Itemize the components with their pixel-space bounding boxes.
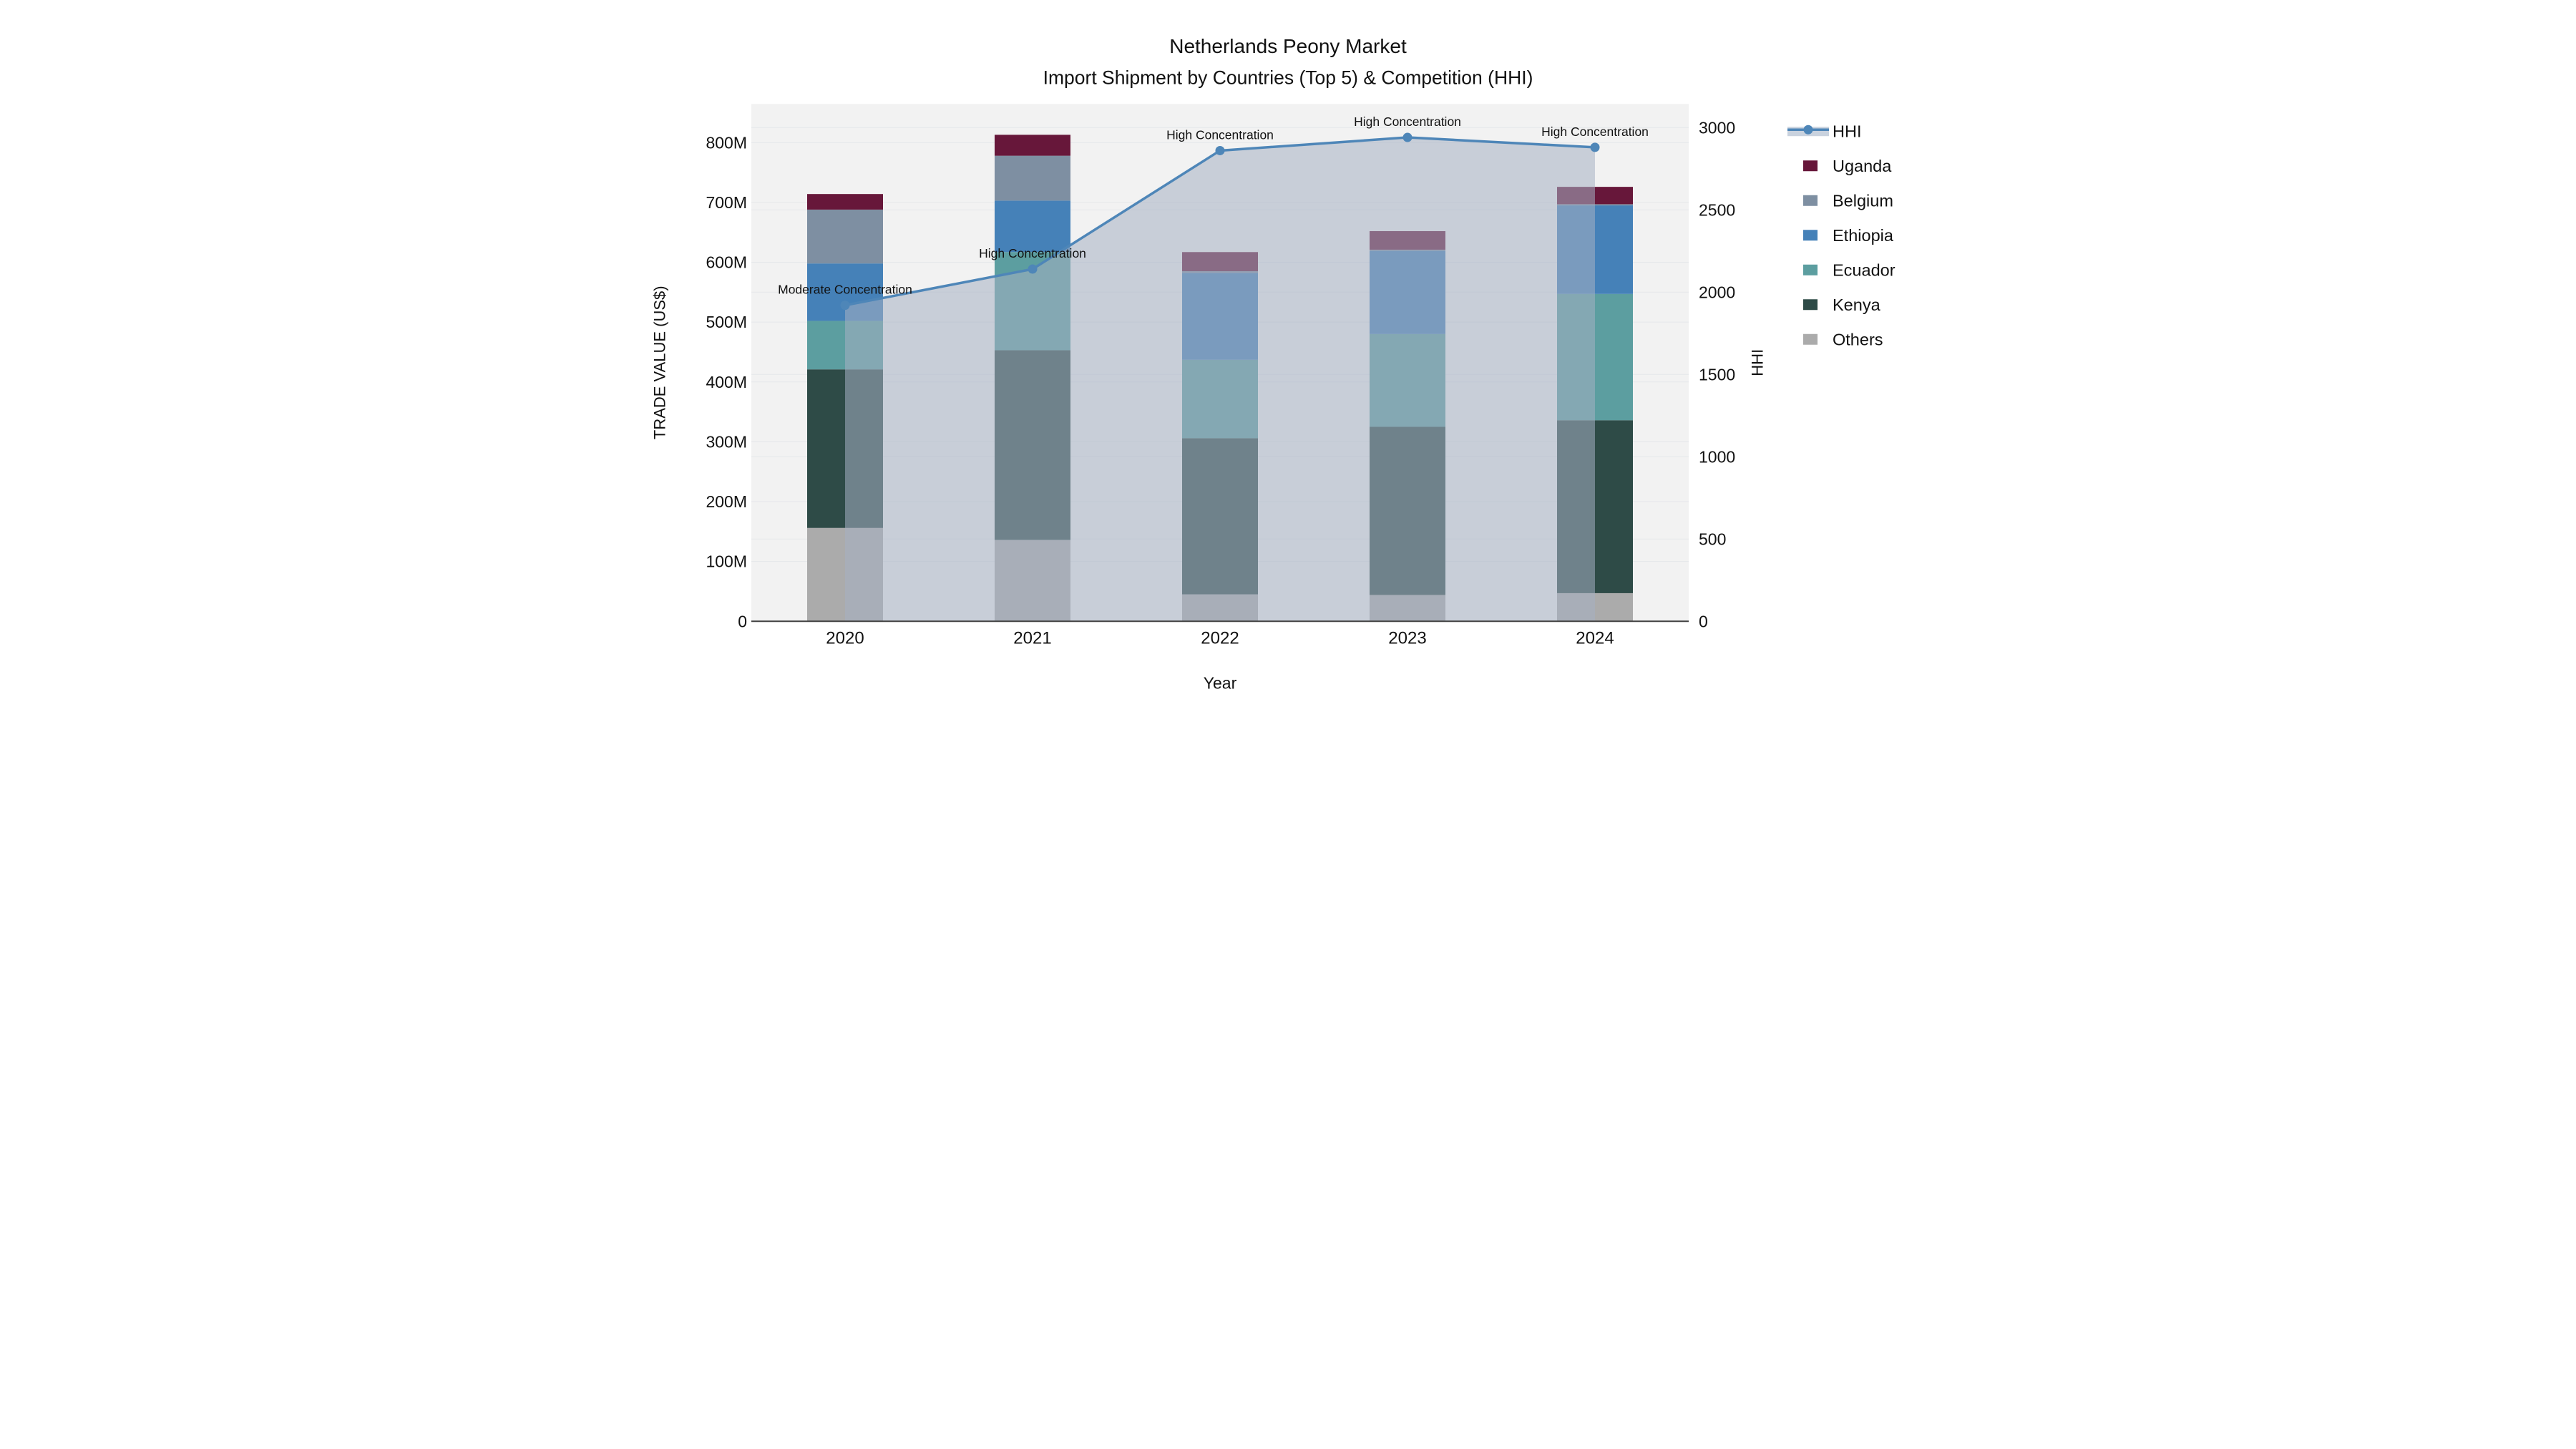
y-right-axis-title: HHI xyxy=(1749,349,1767,376)
legend-item-ethiopia[interactable]: Ethiopia xyxy=(1803,226,1894,245)
legend-swatch-others xyxy=(1803,333,1818,345)
chart-figure: 0 100M 200M 300M 400M 500M 600M 700M 800M 0 500 100… xyxy=(644,0,1932,725)
y-right-tick-label: 2500 xyxy=(1699,200,1735,219)
bar-segment-ethiopia-2021[interactable] xyxy=(995,200,1070,253)
y-left-tick-label: 100M xyxy=(706,552,747,571)
legend-item-belgium[interactable]: Belgium xyxy=(1803,191,1893,210)
legend-label-ethiopia: Ethiopia xyxy=(1833,226,1894,245)
x-axis-title: Year xyxy=(1204,673,1237,692)
legend-item-uganda[interactable]: Uganda xyxy=(1803,157,1892,175)
y-left-tick-label: 500M xyxy=(706,313,747,331)
annotation-2022: High Concentration xyxy=(1166,127,1274,142)
y-right-tick-label: 500 xyxy=(1699,530,1726,548)
y-left-tick-label: 700M xyxy=(706,193,747,212)
y-right-tick-label: 2000 xyxy=(1699,283,1735,301)
bar-segment-belgium-2020[interactable] xyxy=(807,209,883,264)
legend-label-kenya: Kenya xyxy=(1833,296,1881,314)
hhi-marker-2020[interactable] xyxy=(840,301,850,311)
x-tick-label-2021: 2021 xyxy=(1013,628,1051,648)
y-left-axis-title: TRADE VALUE (US$) xyxy=(651,286,669,439)
legend-label-ecuador: Ecuador xyxy=(1833,260,1896,279)
annotation-2024: High Concentration xyxy=(1541,125,1649,139)
y-right-tick-label: 0 xyxy=(1699,612,1708,630)
annotation-2021: High Concentration xyxy=(979,246,1086,260)
legend-label-uganda: Uganda xyxy=(1833,157,1892,175)
legend-label-hhi: HHI xyxy=(1833,122,1861,140)
y-left-tick-label: 800M xyxy=(706,133,747,152)
hhi-area-fill xyxy=(845,137,1595,622)
bar-segment-uganda-2020[interactable] xyxy=(807,194,883,210)
hhi-marker-2023[interactable] xyxy=(1402,132,1413,142)
hhi-marker-2021[interactable] xyxy=(1028,264,1038,274)
x-tick-label-2023: 2023 xyxy=(1388,628,1426,648)
legend-swatch-uganda xyxy=(1803,160,1818,172)
legend-swatch-belgium xyxy=(1803,195,1818,206)
legend-item-kenya[interactable]: Kenya xyxy=(1803,296,1881,314)
legend-swatch-ethiopia xyxy=(1803,230,1818,241)
x-tick-label-2022: 2022 xyxy=(1201,628,1239,648)
legend-swatch-kenya xyxy=(1803,299,1818,311)
hhi-marker-2022[interactable] xyxy=(1215,145,1225,155)
y-left-tick-label: 200M xyxy=(706,492,747,511)
bar-segment-uganda-2021[interactable] xyxy=(995,135,1070,156)
legend-item-hhi[interactable]: HHI xyxy=(1787,122,1861,140)
y-left-tick-label: 300M xyxy=(706,432,747,451)
y-right-tick-label: 1000 xyxy=(1699,447,1735,466)
y-left-tick-label: 600M xyxy=(706,253,747,272)
hhi-marker-2024[interactable] xyxy=(1590,142,1600,152)
y-right-tick-label: 3000 xyxy=(1699,118,1735,137)
legend-swatch-ecuador xyxy=(1803,264,1818,275)
y-left-tick-label: 400M xyxy=(706,373,747,391)
y-right-tick-label: 1500 xyxy=(1699,365,1735,384)
legend-item-others[interactable]: Others xyxy=(1803,330,1883,348)
legend-item-ecuador[interactable]: Ecuador xyxy=(1803,260,1896,279)
hhi-legend-marker-icon xyxy=(1803,125,1813,135)
chart-title: Netherlands Peony Market xyxy=(1169,35,1407,57)
bar-segment-belgium-2021[interactable] xyxy=(995,155,1070,201)
legend-label-others: Others xyxy=(1833,330,1883,348)
annotation-2020: Moderate Concentration xyxy=(778,283,912,297)
chart-subtitle: Import Shipment by Countries (Top 5) & C… xyxy=(1043,67,1533,88)
x-tick-label-2020: 2020 xyxy=(826,628,864,648)
chart-canvas: 0 100M 200M 300M 400M 500M 600M 700M 800M 0 500 100… xyxy=(651,35,1896,693)
legend-label-belgium: Belgium xyxy=(1833,191,1893,210)
y-left-tick-label: 0 xyxy=(738,612,747,630)
annotation-2023: High Concentration xyxy=(1354,114,1461,129)
x-tick-label-2024: 2024 xyxy=(1576,628,1614,648)
